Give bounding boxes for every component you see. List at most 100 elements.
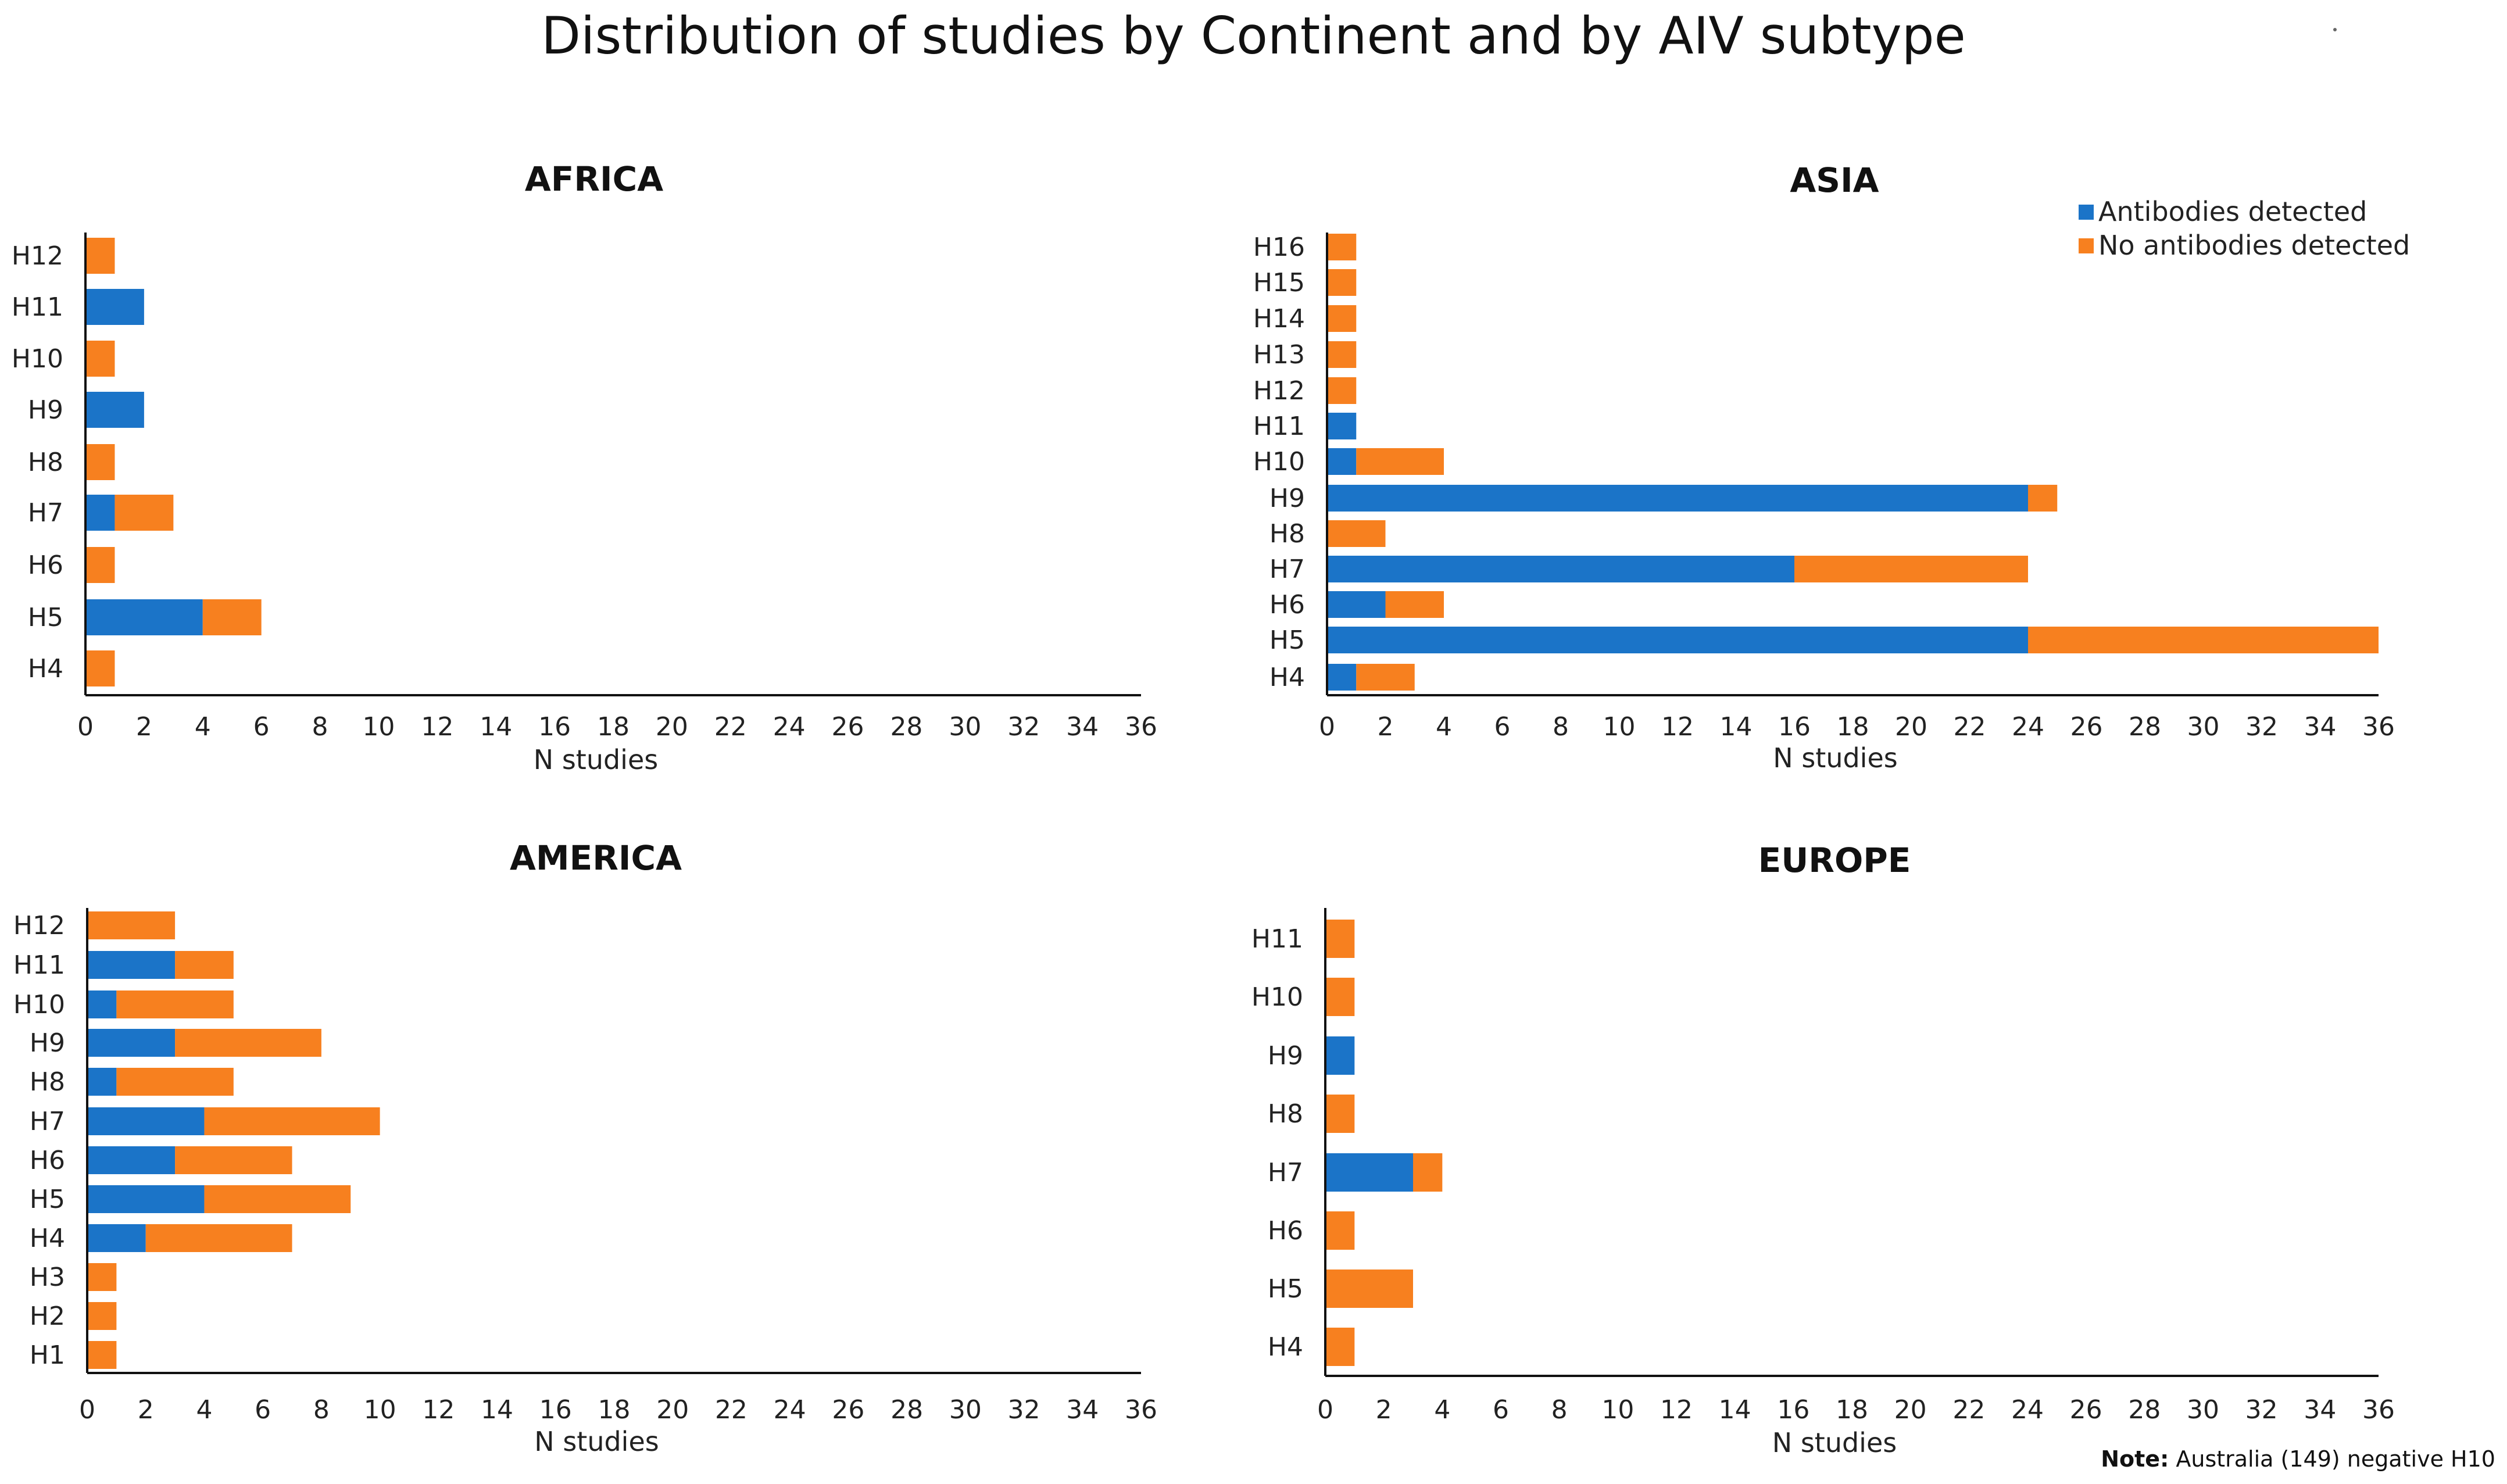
asia-x-tick-label: 4: [1436, 712, 1452, 742]
asia-bar-h8-not-detected: [1327, 520, 1386, 547]
america-bar-h4-detected: [87, 1224, 146, 1252]
asia-x-tick-label: 28: [2129, 712, 2161, 742]
africa-category-label: H9: [28, 395, 63, 425]
asia-bar-h11-detected: [1327, 413, 1357, 439]
asia-bar-h5-not-detected: [2028, 627, 2379, 653]
footnote-label: Note:: [2101, 1446, 2169, 1472]
africa-category-label: H7: [28, 498, 63, 528]
europe-x-tick-label: 28: [2128, 1395, 2161, 1425]
asia-category-label: H11: [1253, 412, 1305, 441]
america-bar-h3-not-detected: [87, 1263, 117, 1291]
america-x-tick-label: 22: [715, 1395, 748, 1425]
america-bar-h11-not-detected: [175, 951, 234, 979]
europe-bar-h7-detected: [1325, 1153, 1413, 1192]
america-category-label: H4: [30, 1224, 65, 1253]
decorative-dot: [2333, 28, 2337, 31]
america-bar-h9-detected: [87, 1029, 176, 1057]
america-category-label: H5: [30, 1185, 65, 1214]
africa-x-tick-label: 28: [890, 712, 922, 742]
asia-category-label: H7: [1269, 555, 1305, 584]
europe-category-label: H11: [1251, 924, 1303, 954]
europe-x-tick-label: 20: [1894, 1395, 1927, 1425]
america-x-axis-label: N studies: [534, 1426, 659, 1457]
legend-label-not-detected: No antibodies detected: [2098, 230, 2410, 261]
asia-category-label: H8: [1269, 519, 1305, 549]
asia-category-label: H12: [1253, 376, 1305, 406]
america-bar-h2-not-detected: [87, 1302, 117, 1330]
africa-x-tick-label: 12: [421, 712, 453, 742]
asia-x-tick-label: 12: [1661, 712, 1694, 742]
africa-category-label: H5: [28, 603, 63, 632]
america-bar-h5-not-detected: [204, 1185, 351, 1213]
america-bar-h1-not-detected: [87, 1341, 117, 1369]
africa-category-label: H10: [12, 344, 63, 374]
africa-x-tick-label: 0: [77, 712, 94, 742]
america-bar-h5-detected: [87, 1185, 205, 1213]
america-bar-h7-detected: [87, 1107, 205, 1135]
asia-category-label: H15: [1253, 268, 1305, 298]
asia-x-tick-label: 8: [1553, 712, 1569, 742]
africa-x-tick-label: 22: [714, 712, 747, 742]
america-x-tick-label: 12: [422, 1395, 455, 1425]
asia-category-label: H14: [1253, 304, 1305, 334]
america-x-tick-label: 34: [1066, 1395, 1099, 1425]
asia-x-tick-label: 26: [2070, 712, 2103, 742]
europe-category-label: H9: [1268, 1041, 1303, 1071]
america-bar-h8-detected: [87, 1068, 117, 1096]
asia-bar-h12-not-detected: [1327, 377, 1357, 404]
america-x-tick-label: 4: [196, 1395, 212, 1425]
africa-bar-h9-detected: [85, 392, 144, 428]
africa-bar-h7-not-detected: [115, 495, 174, 531]
africa-x-tick-label: 20: [656, 712, 688, 742]
asia-bar-h16-not-detected: [1327, 234, 1357, 260]
africa-x-tick-label: 24: [773, 712, 806, 742]
europe-category-label: H8: [1268, 1099, 1303, 1129]
africa-title: AFRICA: [525, 159, 663, 199]
europe-bar-h7-not-detected: [1413, 1153, 1443, 1192]
america-category-label: H9: [30, 1028, 65, 1058]
asia-bar-h6-detected: [1327, 591, 1386, 618]
europe-x-tick-label: 30: [2187, 1395, 2219, 1425]
asia-bar-h14-not-detected: [1327, 305, 1357, 332]
asia-x-tick-label: 30: [2187, 712, 2220, 742]
asia-bar-h4-not-detected: [1356, 664, 1415, 691]
america-x-tick-label: 2: [138, 1395, 154, 1425]
europe-bar-h9-detected: [1325, 1036, 1355, 1075]
asia-category-label: H5: [1269, 625, 1305, 655]
africa-category-label: H6: [28, 550, 63, 580]
america-x-tick-label: 32: [1008, 1395, 1040, 1425]
asia-x-tick-label: 32: [2245, 712, 2278, 742]
asia-bar-h9-not-detected: [2028, 485, 2058, 512]
europe-bar-h10-not-detected: [1325, 978, 1355, 1016]
europe-x-tick-label: 18: [1836, 1395, 1868, 1425]
europe-category-label: H5: [1268, 1274, 1303, 1304]
europe-bar-h4-not-detected: [1325, 1328, 1355, 1366]
america-x-tick-label: 8: [313, 1395, 330, 1425]
america-bar-h6-detected: [87, 1146, 176, 1174]
footnote: Note: Australia (149) negative H10: [2101, 1446, 2495, 1472]
asia-x-tick-label: 24: [2012, 712, 2044, 742]
asia-x-tick-label: 22: [1954, 712, 1986, 742]
america-x-tick-label: 18: [598, 1395, 631, 1425]
europe-bar-h11-not-detected: [1325, 920, 1355, 958]
america-x-tick-label: 14: [481, 1395, 513, 1425]
africa-x-tick-label: 4: [195, 712, 211, 742]
asia-category-label: H4: [1269, 663, 1305, 692]
europe-x-tick-label: 34: [2304, 1395, 2336, 1425]
asia-bar-h15-not-detected: [1327, 269, 1357, 296]
america-bar-h10-detected: [87, 990, 117, 1018]
europe-title: EUROPE: [1758, 841, 1911, 880]
europe-x-tick-label: 10: [1601, 1395, 1634, 1425]
asia-category-label: H16: [1253, 233, 1305, 262]
america-category-label: H11: [13, 950, 65, 980]
asia-x-tick-label: 36: [2362, 712, 2395, 742]
africa-x-tick-label: 10: [362, 712, 395, 742]
africa-x-axis-label: N studies: [534, 744, 658, 775]
america-bar-h11-detected: [87, 951, 176, 979]
africa-bar-h8-not-detected: [85, 444, 115, 480]
america-x-tick-label: 36: [1125, 1395, 1157, 1425]
asia-bar-h7-detected: [1327, 556, 1794, 582]
asia-category-label: H10: [1253, 447, 1305, 477]
